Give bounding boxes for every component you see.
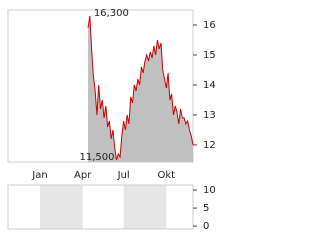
price-line <box>87 15 194 161</box>
y-tick-label: 14 <box>203 80 216 91</box>
chart: 12 13 14 15 16 0 5 10 Jan Apr Jul Okt 16,300 11,500 <box>7 8 216 232</box>
x-tick-label: Okt <box>158 170 176 181</box>
volume-frame <box>7 184 194 230</box>
y-tick-label: 0 <box>203 221 209 232</box>
y-tick-label: 16 <box>203 20 216 31</box>
x-tick-label: Jan <box>31 170 47 181</box>
x-tick-label: Jul <box>117 170 130 181</box>
annotation: 11,500 <box>80 152 115 163</box>
x-tick-label: Apr <box>74 170 92 181</box>
y-tick-label: 13 <box>203 110 216 121</box>
volume-band <box>40 185 83 229</box>
y-tick-label: 15 <box>203 50 216 61</box>
price-area <box>88 15 193 162</box>
volume-band <box>123 185 167 229</box>
y-tick-label: 12 <box>203 140 216 151</box>
y-tick-label: 10 <box>203 185 216 196</box>
y-tick-label: 5 <box>203 203 209 214</box>
annotation: 16,300 <box>94 8 129 19</box>
